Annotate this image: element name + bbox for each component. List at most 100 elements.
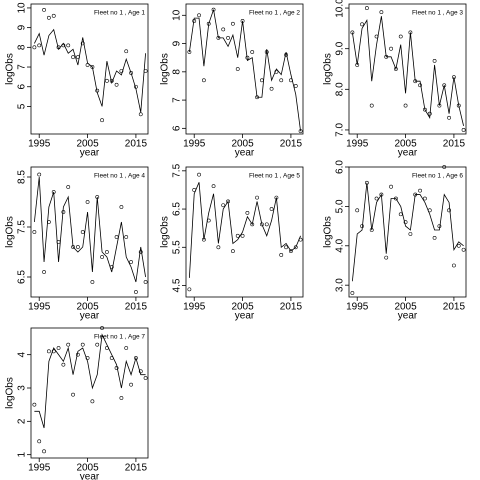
observed-point: [75, 245, 80, 249]
y-tick-label: 7.5: [17, 220, 28, 234]
x-axis-label: year: [398, 311, 418, 322]
x-tick-label: 2005: [231, 139, 254, 150]
y-tick-label: 8: [172, 69, 183, 75]
observed-point: [32, 45, 37, 50]
observed-point: [432, 58, 437, 63]
observed-point: [269, 86, 274, 91]
observed-point: [240, 233, 245, 238]
observed-point: [221, 203, 226, 208]
observed-point: [80, 230, 85, 234]
observed-point: [119, 396, 124, 400]
observed-point: [384, 255, 389, 260]
observed-point: [447, 115, 451, 120]
x-tick-label: 2005: [231, 302, 254, 313]
x-axis-label: year: [80, 148, 100, 159]
observed-point: [447, 208, 451, 213]
x-tick-label: 2015: [125, 463, 148, 474]
observed-point: [100, 255, 104, 259]
observed-point: [66, 342, 71, 347]
y-tick-label: 4.5: [172, 278, 183, 292]
x-axis-label: year: [80, 311, 100, 322]
observed-point: [32, 402, 37, 407]
x-tick-label: 2005: [76, 139, 99, 150]
observed-point: [124, 346, 129, 350]
plot-frame: [30, 3, 149, 135]
x-tick-label: 1995: [346, 302, 369, 313]
observed-point: [124, 49, 129, 54]
observed-point: [289, 249, 293, 254]
y-axis-label: logObs: [323, 216, 334, 248]
x-tick-label: 2015: [280, 139, 303, 150]
observed-point: [51, 13, 56, 18]
observed-point: [66, 43, 71, 48]
observed-point: [230, 249, 235, 254]
observed-point: [124, 235, 129, 239]
observed-point: [230, 21, 235, 26]
observed-point: [408, 232, 413, 236]
observed-point: [61, 362, 66, 367]
fit-line: [351, 16, 464, 126]
observed-point: [32, 230, 37, 234]
fit-line: [33, 176, 146, 283]
y-tick-label: 1: [17, 451, 28, 457]
observed-point: [37, 43, 42, 48]
panel-title: Fleet no 1 , Age 5: [249, 173, 300, 180]
fit-line: [188, 182, 301, 278]
y-axis-label: logObs: [5, 216, 16, 248]
observed-point: [418, 188, 422, 193]
y-tick-label: 7: [17, 64, 28, 70]
y-tick-label: 8: [17, 44, 28, 50]
y-tick-label: 6.0: [335, 160, 346, 174]
y-tick-label: 5: [17, 103, 28, 109]
plot-frame: [30, 327, 149, 459]
observed-point: [37, 439, 42, 444]
observed-point: [418, 83, 422, 88]
observed-point: [452, 263, 456, 268]
x-tick-label: 1995: [28, 463, 51, 474]
plot-frame: [30, 166, 149, 298]
observed-point: [66, 185, 71, 189]
observed-point: [138, 112, 143, 117]
observed-point: [138, 250, 143, 254]
x-tick-label: 2015: [443, 139, 466, 150]
observed-point: [37, 172, 42, 177]
y-tick-label: 4: [17, 351, 28, 357]
panel-title: Fleet no 1 , Age 6: [412, 173, 463, 180]
observed-point: [226, 36, 230, 40]
fit-line: [34, 333, 146, 429]
fit-line: [188, 9, 301, 132]
observed-point: [432, 236, 437, 240]
panel-title: Fleet no 1 , Age 2: [249, 10, 300, 17]
observed-point: [374, 196, 379, 201]
observed-point: [245, 210, 250, 215]
x-tick-label: 2005: [76, 302, 99, 313]
observed-point: [56, 346, 61, 350]
observed-point: [42, 8, 46, 12]
y-axis-label: logObs: [323, 53, 334, 85]
x-axis-label: year: [235, 148, 255, 159]
y-tick-label: 3.0: [335, 278, 346, 292]
observed-point: [369, 103, 374, 108]
x-tick-label: 2005: [394, 139, 417, 150]
observed-point: [105, 78, 109, 83]
observed-point: [235, 233, 240, 238]
x-axis-label: year: [235, 311, 255, 322]
observed-point: [264, 222, 269, 227]
observed-point: [221, 27, 226, 32]
observed-point: [134, 290, 138, 294]
y-tick-label: 7: [172, 97, 183, 103]
plot-frame: [348, 3, 467, 135]
panel-title: Fleet no 1 , Age 1: [94, 10, 145, 17]
observed-point: [461, 128, 466, 132]
observed-point: [360, 22, 364, 27]
y-tick-label: 7.0: [335, 123, 346, 137]
observed-point: [100, 118, 104, 123]
observed-point: [456, 243, 461, 248]
observed-point: [293, 245, 298, 250]
y-tick-label: 8.0: [335, 82, 346, 96]
panel: Fleet no 1 , Age 3 1995 2005 2015 7.0 8.0 9.0 1…: [323, 0, 467, 159]
y-tick-label: 7.5: [172, 163, 183, 177]
observed-point: [403, 220, 408, 225]
y-tick-label: 6: [17, 84, 28, 90]
